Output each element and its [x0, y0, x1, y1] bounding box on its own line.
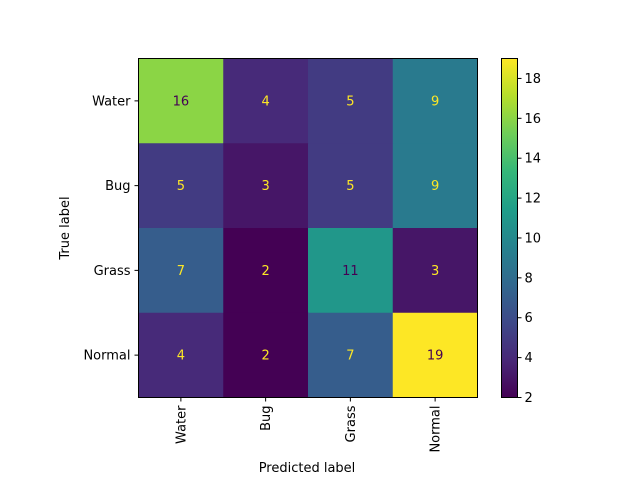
colorbar-gradient: [501, 58, 518, 398]
colorbar-tick-label: 10: [525, 231, 542, 246]
heatmap-cell: [138, 228, 224, 314]
heatmap-cell: [223, 312, 309, 398]
colorbar-tick-label: 4: [525, 351, 533, 366]
y-tick-label: Normal: [83, 349, 130, 364]
cell-value-label: 9: [431, 94, 439, 109]
heatmap-cell: [392, 58, 478, 144]
cell-value-labels: 16 4 5 9 5 3 5 9 7 2 11 3 4 2 7 19: [173, 94, 444, 363]
colorbar-tick-label: 16: [525, 112, 542, 127]
y-tick-label: Grass: [94, 264, 131, 279]
heatmap-cell: [392, 143, 478, 229]
x-tick-label: Bug: [259, 406, 274, 431]
heatmap-cell: [392, 228, 478, 314]
colorbar: 2 4 6 8 10 12 14 16 18: [501, 58, 542, 406]
colorbar-tick-label: 8: [525, 271, 533, 286]
cell-value-label: 7: [346, 349, 354, 364]
heatmap-cell: [138, 58, 224, 144]
heatmap-cell: [138, 312, 224, 398]
cell-value-label: 3: [261, 179, 269, 194]
cell-value-label: 7: [177, 264, 185, 279]
colorbar-tick-label: 12: [525, 192, 542, 207]
heatmap-cell: [392, 312, 478, 398]
y-tick-label: Water: [92, 94, 131, 109]
heatmap-cell: [308, 58, 394, 144]
colorbar-tick-label: 14: [525, 152, 542, 167]
heatmap-cell: [138, 143, 224, 229]
cell-value-label: 16: [173, 94, 190, 109]
cell-value-label: 3: [431, 264, 439, 279]
plot-frame: [138, 58, 478, 398]
heatmap-cell: [223, 58, 309, 144]
cell-value-label: 5: [346, 179, 354, 194]
x-tick-label: Grass: [344, 405, 359, 442]
colorbar-ticks: 2 4 6 8 10 12 14 16 18: [517, 72, 542, 406]
cell-value-label: 5: [177, 179, 185, 194]
y-axis: Water Bug Grass Normal: [83, 94, 139, 364]
cell-value-label: 19: [427, 349, 444, 364]
x-tick-label: Normal: [429, 406, 444, 453]
y-axis-label: True label: [58, 196, 73, 260]
y-tick-label: Bug: [105, 179, 130, 194]
colorbar-tick-label: 18: [525, 72, 542, 87]
heatmap-cell: [223, 228, 309, 314]
cell-value-label: 2: [261, 264, 269, 279]
x-axis: Water Bug Grass Normal: [174, 397, 444, 453]
heatmap-cell: [308, 312, 394, 398]
heatmap-cell: [308, 143, 394, 229]
cell-value-label: 5: [346, 94, 354, 109]
cell-value-label: 9: [431, 179, 439, 194]
x-axis-label: Predicted label: [259, 461, 356, 476]
heatmap-cell: [223, 143, 309, 229]
cell-value-label: 11: [342, 264, 359, 279]
cell-value-label: 4: [261, 94, 269, 109]
cell-value-label: 2: [261, 349, 269, 364]
colorbar-tick-label: 6: [525, 311, 533, 326]
cell-value-label: 4: [177, 349, 185, 364]
heatmap-cell: [308, 228, 394, 314]
colorbar-tick-label: 2: [525, 391, 533, 406]
x-tick-label: Water: [174, 405, 189, 444]
heatmap-cells: [138, 58, 478, 398]
